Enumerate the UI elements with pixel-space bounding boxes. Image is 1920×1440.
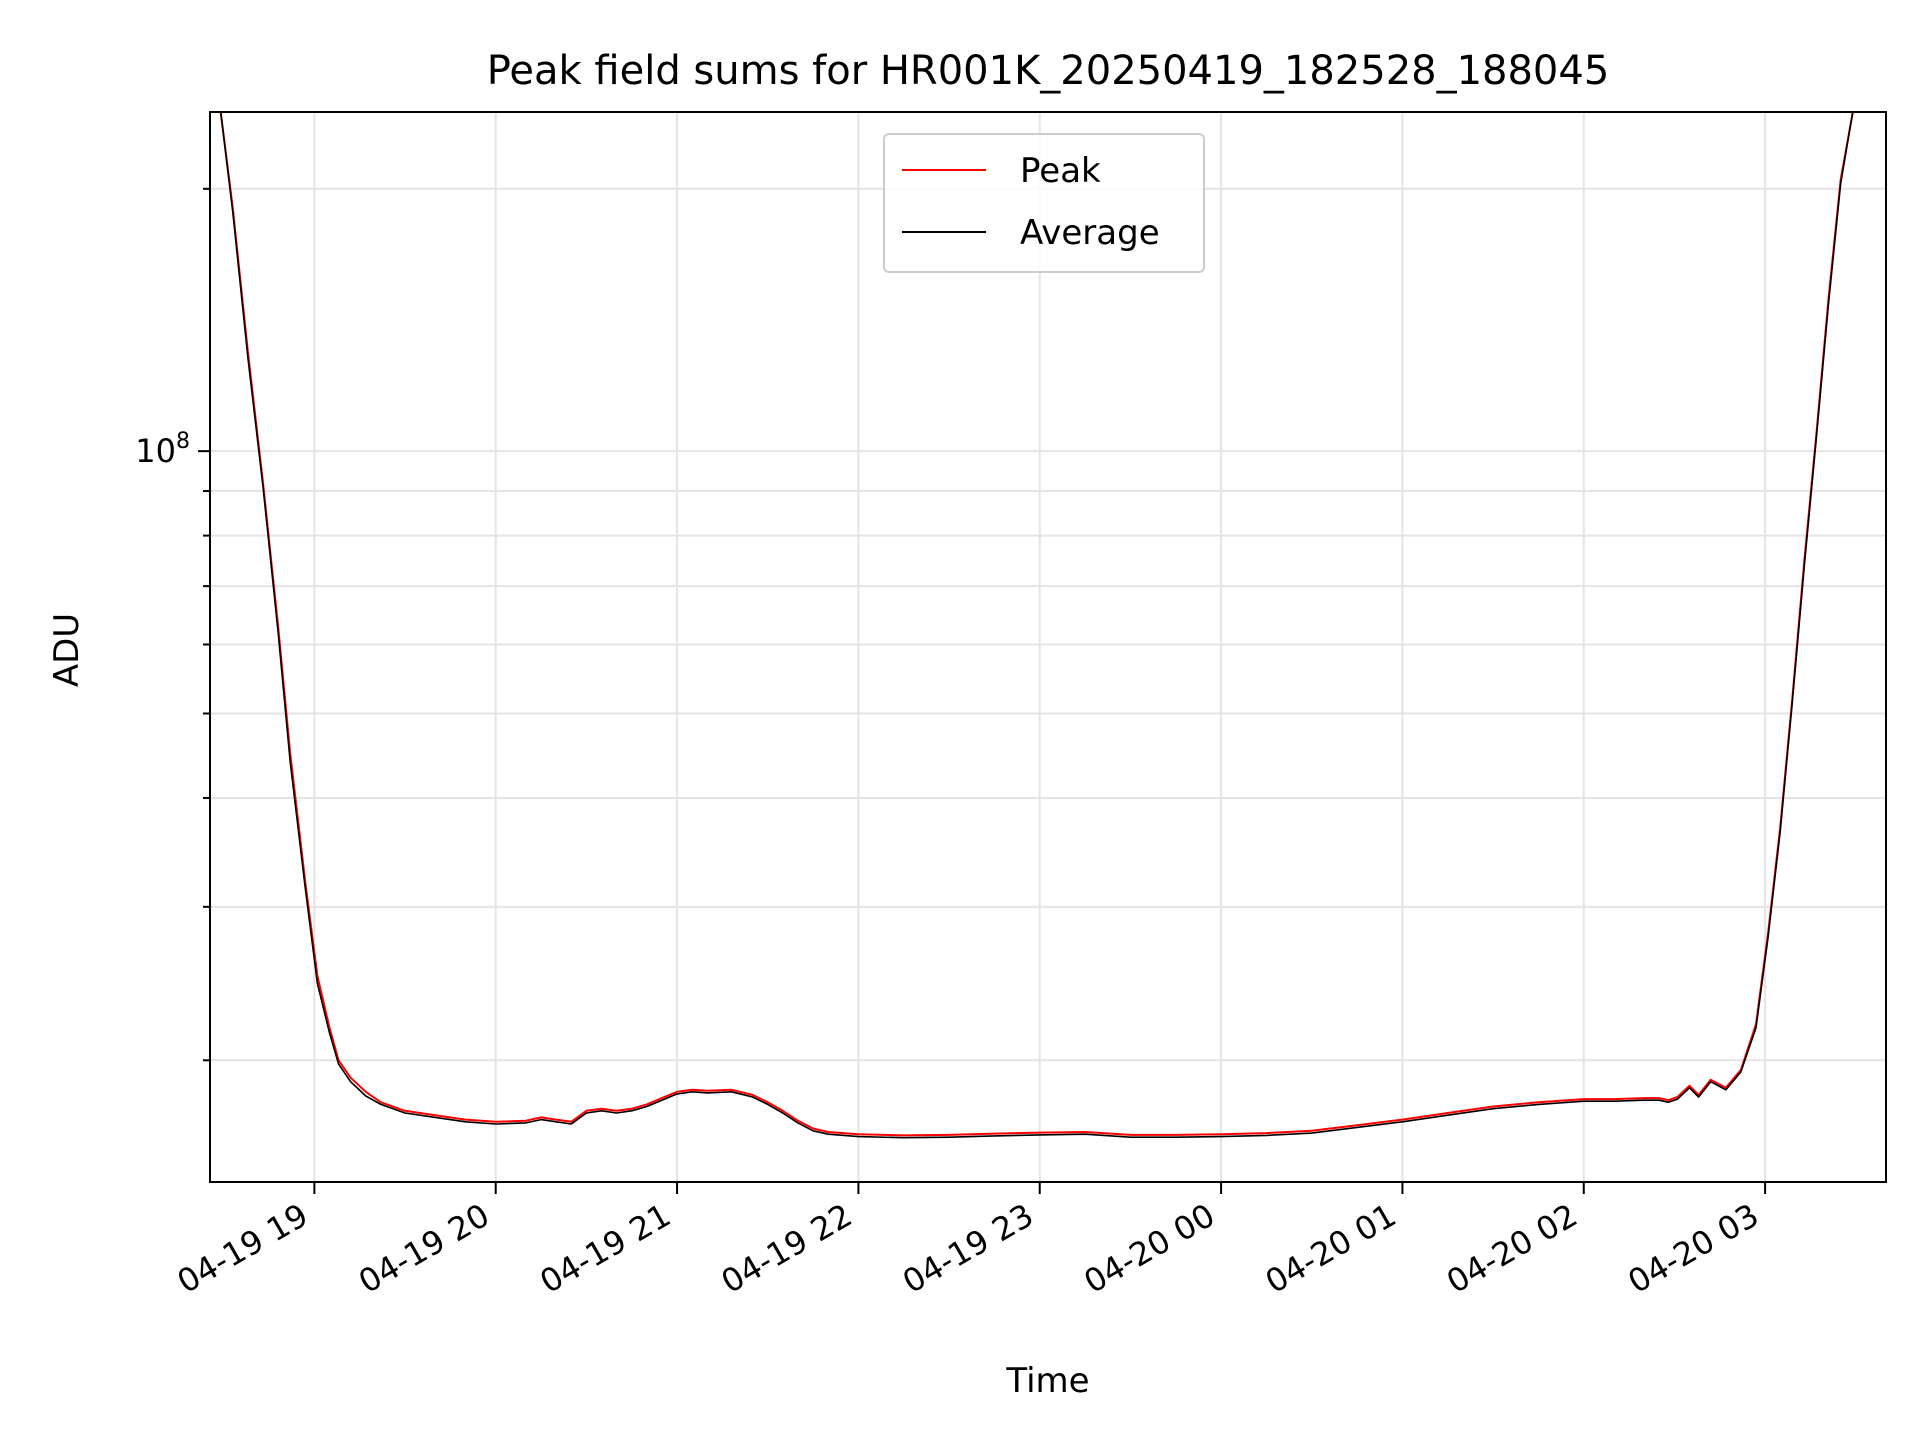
series-line-average: [219, 112, 1880, 1139]
legend: Peak Average: [883, 133, 1205, 273]
series-line-peak: [219, 112, 1880, 1137]
y-axis-label: ADU: [47, 613, 87, 687]
legend-box: [883, 133, 1205, 273]
x-axis-label: Time: [1005, 1361, 1089, 1401]
grid: [210, 112, 1886, 1182]
plot-frame: [209, 111, 1887, 1183]
legend-label-average: Average: [1020, 213, 1160, 253]
chart-title: Peak field sums for HR001K_20250419_1825…: [487, 48, 1610, 94]
y-tick-label-exponent: 8: [176, 429, 190, 454]
y-tick-label: 108: [135, 429, 190, 470]
series-group: [219, 112, 1880, 1139]
legend-label-peak: Peak: [1020, 151, 1101, 191]
y-tick-label-base: 10: [135, 432, 176, 470]
